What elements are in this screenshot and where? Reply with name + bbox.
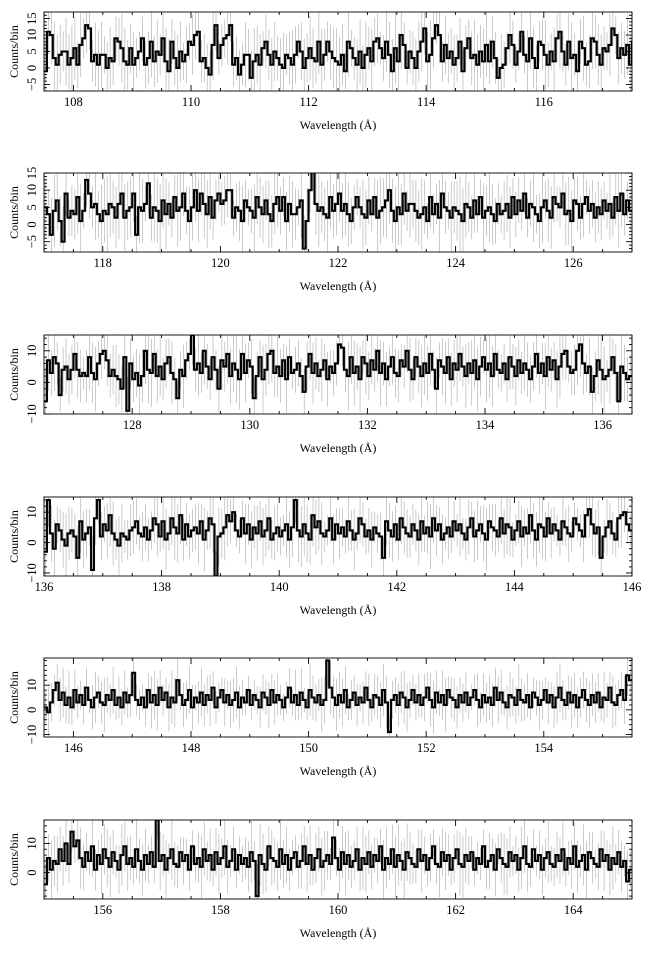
panel-data-group bbox=[44, 497, 632, 576]
y-axis-title: Counts/bin bbox=[7, 186, 21, 239]
x-tick-label: 150 bbox=[299, 741, 318, 755]
x-tick-label: 142 bbox=[387, 580, 406, 594]
panel-data-group bbox=[44, 335, 632, 414]
x-tick-label: 120 bbox=[211, 256, 230, 270]
y-tick-label: 15 bbox=[25, 167, 39, 180]
x-tick-label: 156 bbox=[93, 903, 112, 917]
x-tick-label: 146 bbox=[623, 580, 642, 594]
x-tick-label: 140 bbox=[270, 580, 289, 594]
spectrum-step-line bbox=[44, 659, 632, 734]
x-axis-title: Wavelength (Å) bbox=[300, 279, 377, 293]
y-tick-label: −5 bbox=[25, 78, 39, 91]
x-tick-label: 134 bbox=[476, 418, 496, 432]
x-tick-label: 114 bbox=[417, 95, 436, 109]
x-tick-label: 160 bbox=[329, 903, 348, 917]
x-axis-title: Wavelength (Å) bbox=[300, 603, 377, 617]
panel-6: 156 158 160 162 164 0 10 Wavelength (Å) Counts/b… bbox=[7, 819, 633, 940]
panel-1: 108 110 112 114 116 −5 0 5 10 15 Wavelength (Å) Cou… bbox=[7, 11, 633, 132]
spectrum-step-line bbox=[44, 335, 632, 412]
panel-4: 136 138 140 142 144 146 −10 0 10 Wavelength (Å) Co… bbox=[7, 496, 642, 617]
panel-data-group bbox=[44, 173, 632, 252]
x-tick-label: 162 bbox=[446, 903, 465, 917]
y-tick-label: 0 bbox=[25, 221, 39, 227]
y-tick-label: 0 bbox=[25, 870, 39, 876]
y-tick-label: 5 bbox=[25, 48, 39, 54]
y-tick-label: −5 bbox=[25, 235, 39, 248]
panel-5: 146 148 150 152 154 −10 0 10 Wavelength (Å) Count… bbox=[7, 657, 633, 778]
y-tick-label: 0 bbox=[25, 65, 39, 71]
x-tick-label: 118 bbox=[94, 256, 112, 270]
x-axis-title: Wavelength (Å) bbox=[300, 118, 377, 132]
x-tick-label: 132 bbox=[358, 418, 377, 432]
x-tick-label: 138 bbox=[152, 580, 171, 594]
panel-3: 128 130 132 134 136 −10 0 10 Wavelength (Å) Count… bbox=[7, 334, 633, 455]
y-axis-title: Counts/bin bbox=[7, 833, 21, 886]
spectrum-step-line bbox=[44, 24, 632, 79]
x-tick-label: 108 bbox=[64, 95, 83, 109]
y-tick-label: 0 bbox=[25, 539, 39, 545]
y-axis-title: Counts/bin bbox=[7, 348, 21, 401]
y-tick-label: 10 bbox=[25, 345, 39, 358]
y-tick-label: 0 bbox=[25, 379, 39, 385]
x-tick-label: 130 bbox=[240, 418, 259, 432]
x-tick-label: 148 bbox=[182, 741, 201, 755]
x-tick-label: 158 bbox=[211, 903, 230, 917]
x-axis-title: Wavelength (Å) bbox=[300, 764, 377, 778]
y-tick-label: 10 bbox=[25, 679, 39, 692]
y-tick-label: 10 bbox=[25, 837, 39, 850]
x-tick-label: 124 bbox=[446, 256, 466, 270]
x-tick-label: 112 bbox=[299, 95, 317, 109]
panel-2: 118 120 122 124 126 −5 0 5 10 15 Wavelength (Å) Cou… bbox=[7, 167, 633, 293]
y-tick-label: 5 bbox=[25, 204, 39, 210]
x-tick-label: 110 bbox=[182, 95, 200, 109]
y-tick-label: 15 bbox=[25, 12, 39, 25]
y-tick-label: −10 bbox=[25, 725, 39, 745]
y-axis-title: Counts/bin bbox=[7, 25, 21, 78]
x-tick-label: 144 bbox=[505, 580, 525, 594]
y-tick-label: 10 bbox=[25, 184, 39, 197]
spectrum-step-line bbox=[44, 820, 632, 898]
plot-frame bbox=[43, 172, 633, 253]
y-tick-label: 10 bbox=[25, 506, 39, 519]
x-tick-label: 126 bbox=[564, 256, 583, 270]
x-axis-title: Wavelength (Å) bbox=[300, 441, 377, 455]
x-axis-title: Wavelength (Å) bbox=[300, 926, 377, 940]
panel-data-group bbox=[44, 658, 632, 737]
x-tick-label: 164 bbox=[564, 903, 584, 917]
x-tick-label: 136 bbox=[593, 418, 612, 432]
panel-data-group bbox=[44, 12, 632, 91]
panel-data-group bbox=[44, 820, 632, 899]
y-tick-label: −10 bbox=[25, 404, 39, 424]
y-axis-title: Counts/bin bbox=[7, 510, 21, 563]
x-tick-label: 146 bbox=[64, 741, 83, 755]
x-tick-label: 122 bbox=[329, 256, 348, 270]
y-tick-label: −10 bbox=[25, 563, 39, 583]
spectrum-step-line bbox=[44, 173, 632, 250]
x-tick-label: 136 bbox=[35, 580, 54, 594]
x-tick-label: 154 bbox=[534, 741, 554, 755]
x-tick-label: 152 bbox=[417, 741, 436, 755]
spectrum-step-line bbox=[44, 498, 632, 576]
x-tick-label: 116 bbox=[535, 95, 553, 109]
x-tick-label: 128 bbox=[123, 418, 142, 432]
y-tick-label: 0 bbox=[25, 707, 39, 713]
y-tick-label: 10 bbox=[25, 29, 39, 42]
y-axis-title: Counts/bin bbox=[7, 671, 21, 724]
